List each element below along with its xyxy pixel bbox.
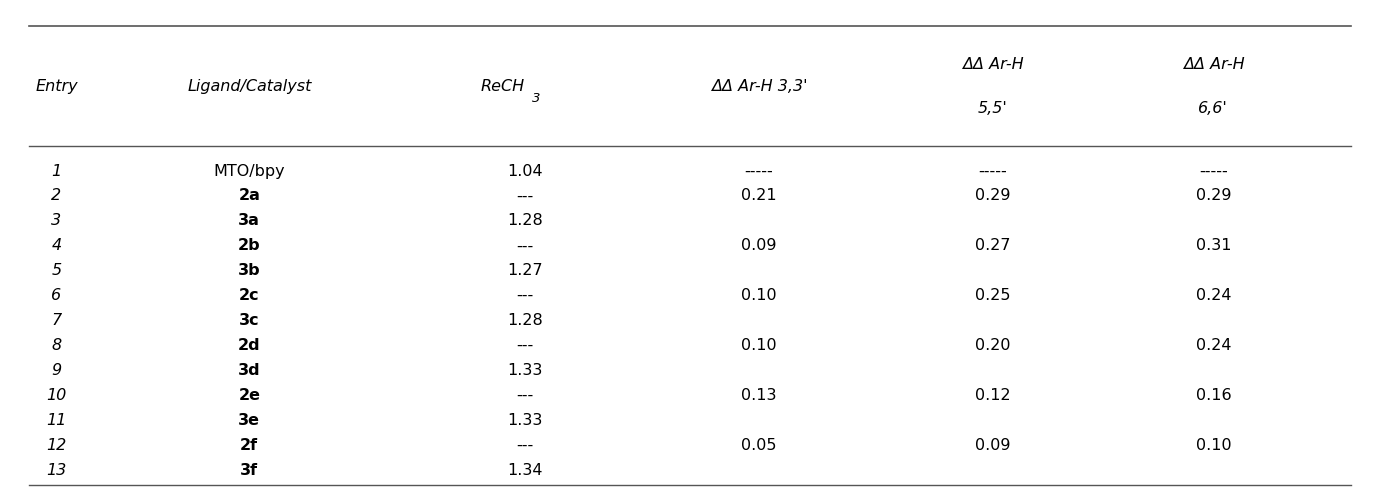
Text: 0.10: 0.10 — [1195, 438, 1231, 453]
Text: 12: 12 — [47, 438, 66, 453]
Text: 0.16: 0.16 — [1195, 388, 1231, 403]
Text: ΔΔ Ar-H: ΔΔ Ar-H — [962, 56, 1024, 72]
Text: 3d: 3d — [237, 363, 261, 378]
Text: 3b: 3b — [237, 263, 261, 278]
Text: 1: 1 — [51, 164, 62, 178]
Text: 0.20: 0.20 — [976, 338, 1010, 353]
Text: 5,5': 5,5' — [978, 101, 1007, 116]
Text: 1.04: 1.04 — [506, 164, 542, 178]
Text: 6,6': 6,6' — [1198, 101, 1228, 116]
Text: ---: --- — [516, 338, 533, 353]
Text: 11: 11 — [47, 413, 66, 428]
Text: 8: 8 — [51, 338, 62, 353]
Text: 2e: 2e — [239, 388, 261, 403]
Text: 13: 13 — [47, 463, 66, 478]
Text: 1.28: 1.28 — [506, 213, 542, 228]
Text: ReCH: ReCH — [480, 79, 524, 94]
Text: 2: 2 — [51, 189, 62, 204]
Text: MTO/bpy: MTO/bpy — [214, 164, 286, 178]
Text: 0.25: 0.25 — [976, 288, 1010, 303]
Text: 2b: 2b — [237, 239, 261, 253]
Text: 10: 10 — [47, 388, 66, 403]
Text: ---: --- — [516, 388, 533, 403]
Text: 0.31: 0.31 — [1195, 239, 1231, 253]
Text: 0.13: 0.13 — [741, 388, 777, 403]
Text: 1.33: 1.33 — [506, 413, 542, 428]
Text: 6: 6 — [51, 288, 62, 303]
Text: 0.09: 0.09 — [741, 239, 777, 253]
Text: 3: 3 — [531, 92, 540, 105]
Text: 2c: 2c — [239, 288, 259, 303]
Text: 3c: 3c — [239, 313, 259, 328]
Text: 4: 4 — [51, 239, 62, 253]
Text: 0.05: 0.05 — [741, 438, 777, 453]
Text: 0.21: 0.21 — [741, 189, 777, 204]
Text: 7: 7 — [51, 313, 62, 328]
Text: 0.24: 0.24 — [1195, 288, 1231, 303]
Text: 0.09: 0.09 — [976, 438, 1010, 453]
Text: 3: 3 — [51, 213, 62, 228]
Text: ---: --- — [516, 189, 533, 204]
Text: 1.27: 1.27 — [506, 263, 542, 278]
Text: 2d: 2d — [237, 338, 261, 353]
Text: Entry: Entry — [34, 79, 77, 94]
Text: 3e: 3e — [239, 413, 261, 428]
Text: -----: ----- — [978, 164, 1007, 178]
Text: 1.28: 1.28 — [506, 313, 542, 328]
Text: 1.34: 1.34 — [506, 463, 542, 478]
Text: 0.27: 0.27 — [976, 239, 1010, 253]
Text: 0.29: 0.29 — [1195, 189, 1231, 204]
Text: 0.29: 0.29 — [976, 189, 1010, 204]
Text: 2a: 2a — [239, 189, 261, 204]
Text: 2f: 2f — [240, 438, 258, 453]
Text: 0.10: 0.10 — [741, 338, 777, 353]
Text: ---: --- — [516, 288, 533, 303]
Text: 0.24: 0.24 — [1195, 338, 1231, 353]
Text: 0.10: 0.10 — [741, 288, 777, 303]
Text: -----: ----- — [744, 164, 773, 178]
Text: Ligand/Catalyst: Ligand/Catalyst — [188, 79, 312, 94]
Text: 0.12: 0.12 — [976, 388, 1010, 403]
Text: 3a: 3a — [239, 213, 261, 228]
Text: ΔΔ Ar-H 3,3': ΔΔ Ar-H 3,3' — [711, 79, 807, 94]
Text: 5: 5 — [51, 263, 62, 278]
Text: 1.33: 1.33 — [506, 363, 542, 378]
Text: 9: 9 — [51, 363, 62, 378]
Text: ΔΔ Ar-H: ΔΔ Ar-H — [1183, 56, 1245, 72]
Text: ---: --- — [516, 239, 533, 253]
Text: ---: --- — [516, 438, 533, 453]
Text: -----: ----- — [1199, 164, 1228, 178]
Text: 3f: 3f — [240, 463, 258, 478]
